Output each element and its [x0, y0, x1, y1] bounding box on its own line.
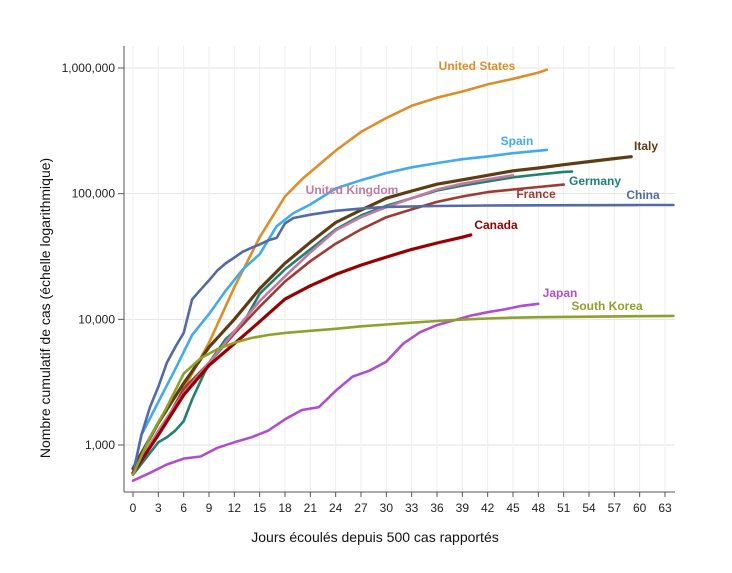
y-ticks: 1,000 10,000 100,000 1,000,000 [62, 61, 124, 452]
x-tick-label: 0 [130, 501, 137, 515]
y-tick-label: 100,000 [72, 187, 116, 201]
x-tick-label: 6 [180, 501, 187, 515]
series-line-germany [131, 170, 574, 477]
series-label-united-states: United States [439, 59, 516, 73]
x-tick-label: 9 [206, 501, 213, 515]
y-axis-title: Nombre cumulatif de cas (échelle logarit… [37, 158, 53, 458]
x-tick-label: 18 [278, 501, 292, 515]
series-line-spain [131, 148, 549, 475]
x-tick-label: 51 [557, 501, 571, 515]
x-tick-label: 60 [633, 501, 647, 515]
x-tick-label: 27 [354, 501, 368, 515]
series-labels: United States Spain Italy Germany France Unit… [306, 59, 660, 313]
series-label-spain: Spain [501, 134, 534, 148]
x-tick-label: 3 [155, 501, 162, 515]
y-tick-label: 10,000 [78, 312, 115, 326]
series-line-south-korea [131, 314, 675, 477]
series-label-china: China [626, 188, 660, 202]
x-ticks: 0 3 6 9 12 15 18 21 24 27 30 33 36 39 42 45 48 51 54 57 60 63 [130, 492, 672, 515]
series-line-china [131, 203, 675, 477]
x-tick-label: 12 [228, 501, 242, 515]
axes [123, 46, 675, 493]
series-label-japan: Japan [543, 286, 578, 300]
x-tick-label: 21 [304, 501, 318, 515]
series-lines [131, 68, 675, 483]
series-line-united-kingdom [131, 174, 515, 475]
series-label-south-korea: South Korea [571, 299, 643, 313]
series-label-united-kingdom: United Kingdom [306, 183, 399, 197]
x-tick-label: 57 [608, 501, 622, 515]
x-tick-label: 24 [329, 501, 343, 515]
series-label-france: France [516, 187, 556, 201]
y-tick-label: 1,000,000 [62, 61, 116, 75]
x-tick-label: 63 [658, 501, 672, 515]
series-line-italy [131, 155, 633, 471]
x-tick-label: 39 [456, 501, 470, 515]
x-axis-title: Jours écoulés depuis 500 cas rapportés [251, 529, 498, 545]
x-tick-label: 30 [380, 501, 394, 515]
series-line-canada [131, 233, 473, 475]
series-label-canada: Canada [474, 218, 518, 232]
x-tick-label: 42 [481, 501, 495, 515]
x-tick-label: 15 [253, 501, 267, 515]
grid [124, 46, 675, 492]
x-tick-label: 45 [506, 501, 520, 515]
series-line-japan [131, 302, 540, 483]
x-tick-label: 48 [532, 501, 546, 515]
x-tick-label: 33 [405, 501, 419, 515]
x-tick-label: 54 [582, 501, 596, 515]
series-label-germany: Germany [569, 174, 621, 188]
y-tick-label: 1,000 [85, 438, 115, 452]
x-tick-label: 36 [430, 501, 444, 515]
series-label-italy: Italy [634, 139, 658, 153]
